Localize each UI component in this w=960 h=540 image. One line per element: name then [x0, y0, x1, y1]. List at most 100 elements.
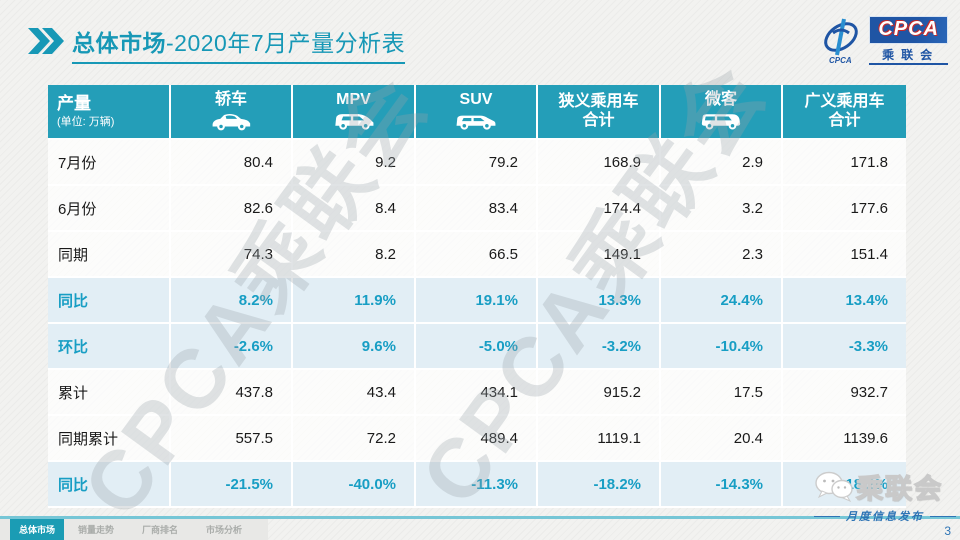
corner-unit: (单位: 万辆) — [57, 115, 115, 128]
cell: 1119.1 — [538, 416, 661, 462]
cell: 932.7 — [783, 370, 906, 416]
tab-overall-market[interactable]: 总体市场 — [10, 519, 64, 540]
cell: 437.8 — [171, 370, 293, 416]
cell: 13.3% — [538, 278, 661, 324]
table-row-cumulative-same-period: 同期累计 557.5 72.2 489.4 1119.1 20.4 1139.6 — [48, 416, 906, 462]
cell: 43.4 — [293, 370, 416, 416]
mpv-icon — [334, 113, 373, 130]
cell: 557.5 — [171, 416, 293, 462]
column-header-narrow-pv-total: 狭义乘用车 合计 — [538, 85, 661, 140]
row-label: 累计 — [48, 370, 171, 416]
column-header-broad-pv-total: 广义乘用车 合计 — [783, 85, 906, 140]
row-label: 6月份 — [48, 186, 171, 232]
cell: 171.8 — [783, 140, 906, 186]
cell: 74.3 — [171, 232, 293, 278]
cell: 82.6 — [171, 186, 293, 232]
corner-header: 产量 (单位: 万辆) — [48, 85, 171, 140]
wechat-account-name: 乘联会 — [855, 473, 943, 504]
table-row-cumulative: 累计 437.8 43.4 434.1 915.2 17.5 932.7 — [48, 370, 906, 416]
footer-divider — [0, 516, 960, 519]
column-header-sedan: 轿车 — [171, 85, 293, 140]
wechat-icon — [815, 471, 853, 502]
cell: 79.2 — [416, 140, 538, 186]
tab-sales-trend[interactable]: 销量走势 — [77, 525, 114, 535]
cell: 11.9% — [293, 278, 416, 324]
cell: -3.2% — [538, 324, 661, 370]
cell: -3.3% — [783, 324, 906, 370]
table-row-cumulative-yoy: 同比 -21.5% -40.0% -11.3% -18.2% -14.3% -1… — [48, 462, 906, 508]
cell: 13.4% — [783, 278, 906, 324]
cell: -5.0% — [416, 324, 538, 370]
cpca-emblem-icon: CPCA — [824, 18, 859, 65]
table-row-mom: 环比 -2.6% 9.6% -5.0% -3.2% -10.4% -3.3% — [48, 324, 906, 370]
production-table: 产量 (单位: 万辆) 轿车 MPV — [48, 85, 906, 508]
column-header-microvan: 微客 — [661, 85, 783, 140]
cell: -21.5% — [171, 462, 293, 508]
footer-tab-strip: 总体市场 销量走势 厂商排名 市场分析 — [0, 519, 268, 540]
cell: 19.1% — [416, 278, 538, 324]
note-dash — [930, 515, 956, 517]
cell: 2.3 — [661, 232, 783, 278]
table-row-same-period: 同期 74.3 8.2 66.5 149.1 2.3 151.4 — [48, 232, 906, 278]
cell: 83.4 — [416, 186, 538, 232]
cell: 72.2 — [293, 416, 416, 462]
cell: 9.6% — [293, 324, 416, 370]
cpca-logo: CPCA CPCA 乘联会 — [819, 16, 948, 65]
header-row: 产量 (单位: 万辆) 轿车 MPV — [48, 85, 906, 140]
cell: -2.6% — [171, 324, 293, 370]
row-label: 同期累计 — [48, 416, 171, 462]
cell: 2.9 — [661, 140, 783, 186]
cpca-logo-cn: 乘联会 — [869, 45, 948, 65]
row-label: 同比 — [48, 462, 171, 508]
cell: 915.2 — [538, 370, 661, 416]
svg-text:CPCA: CPCA — [829, 56, 852, 65]
title-rest: -2020年7月产量分析表 — [166, 30, 406, 56]
cell: 174.4 — [538, 186, 661, 232]
cell: 177.6 — [783, 186, 906, 232]
cell: 434.1 — [416, 370, 538, 416]
cell: 168.9 — [538, 140, 661, 186]
row-label: 环比 — [48, 324, 171, 370]
row-label: 同期 — [48, 232, 171, 278]
cell: 17.5 — [661, 370, 783, 416]
cell: 8.4 — [293, 186, 416, 232]
cpca-logo-text: CPCA 乘联会 — [869, 16, 948, 65]
cell: -18.2% — [538, 462, 661, 508]
title-highlight: 总体市场 — [72, 30, 166, 56]
cell: 9.2 — [293, 140, 416, 186]
cpca-logo-en: CPCA — [869, 16, 948, 44]
row-label: 7月份 — [48, 140, 171, 186]
table-row-yoy: 同比 8.2% 11.9% 19.1% 13.3% 24.4% 13.4% — [48, 278, 906, 324]
cell: 80.4 — [171, 140, 293, 186]
table-row-july: 7月份 80.4 9.2 79.2 168.9 2.9 171.8 — [48, 140, 906, 186]
cell: 149.1 — [538, 232, 661, 278]
tab-market-analysis[interactable]: 市场分析 — [205, 525, 242, 535]
cell: 24.4% — [661, 278, 783, 324]
cell: -11.3% — [416, 462, 538, 508]
publication-note: 月度信息发布 — [814, 508, 956, 524]
cell: 489.4 — [416, 416, 538, 462]
cell: 8.2% — [171, 278, 293, 324]
cell: -40.0% — [293, 462, 416, 508]
page-title: 总体市场-2020年7月产量分析表 — [28, 24, 406, 64]
title-text: 总体市场-2020年7月产量分析表 — [72, 24, 406, 64]
row-label: 同比 — [48, 278, 171, 324]
table-row-june: 6月份 82.6 8.4 83.4 174.4 3.2 177.6 — [48, 186, 906, 232]
cell: 3.2 — [661, 186, 783, 232]
corner-title: 产量 — [57, 94, 91, 114]
column-header-mpv: MPV — [293, 85, 416, 140]
page-number: 3 — [944, 524, 951, 538]
tab-manufacturer-ranking[interactable]: 厂商排名 — [141, 525, 178, 535]
column-header-suv: SUV — [416, 85, 538, 140]
cell: 151.4 — [783, 232, 906, 278]
note-dash — [814, 515, 840, 517]
cell: 66.5 — [416, 232, 538, 278]
suv-icon — [456, 115, 496, 130]
wechat-branding: 乘联会 月度信息发布 — [814, 467, 956, 524]
cell: 20.4 — [661, 416, 783, 462]
cell: -10.4% — [661, 324, 783, 370]
cell: 1139.6 — [783, 416, 906, 462]
double-chevron-icon — [28, 28, 64, 54]
sedan-icon — [212, 113, 251, 131]
